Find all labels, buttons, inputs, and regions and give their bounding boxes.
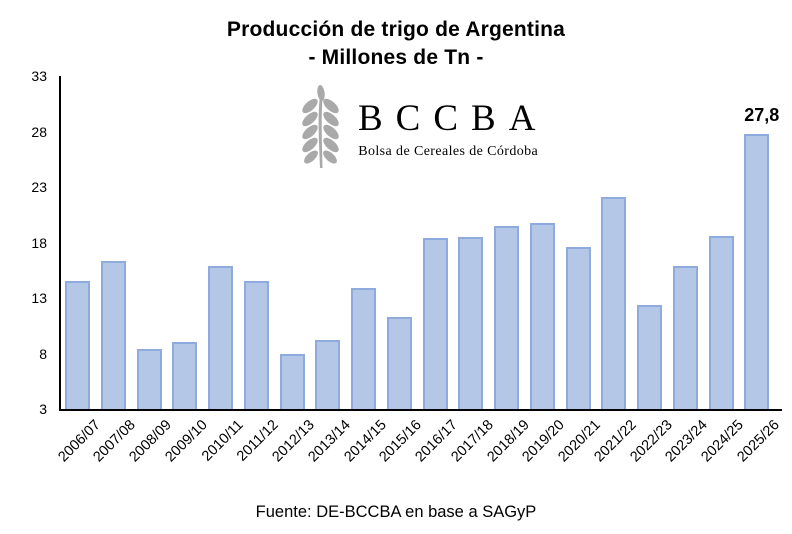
y-axis: 3 8 13 18 23 28 33 xyxy=(0,68,54,417)
watermark-org-name: Bolsa de Cereales de Córdoba xyxy=(358,144,539,159)
source-note: Fuente: DE-BCCBA en base a SAGyP xyxy=(255,503,537,521)
watermark-acronym: BCCBA xyxy=(358,98,549,139)
bccba-watermark: BCCBA Bolsa de Cereales de Córdoba xyxy=(296,84,548,170)
bar-2022-23 xyxy=(637,304,662,409)
bar-2021-22 xyxy=(601,197,627,409)
bar-2025-26 xyxy=(744,133,770,409)
plot-area: 27,8 xyxy=(59,76,782,411)
y-axis-tick-label: 28 xyxy=(31,123,47,140)
y-axis-tick-label: 18 xyxy=(31,234,47,251)
bar-2015-16 xyxy=(386,316,412,409)
bar-2020-21 xyxy=(565,246,591,409)
bar-2006-07 xyxy=(65,281,90,409)
bar-2016-17 xyxy=(422,238,448,409)
y-axis-tick-label: 8 xyxy=(39,345,47,362)
bar-2008-09 xyxy=(136,349,162,409)
y-axis-tick-label: 23 xyxy=(31,179,47,195)
bar-2024-25 xyxy=(708,235,734,409)
y-axis-tick-label: 3 xyxy=(39,401,47,417)
chart-subtitle: - Millones de Tn - xyxy=(308,46,484,69)
watermark-text: BCCBA Bolsa de Cereales de Córdoba xyxy=(348,100,548,160)
x-axis: 2006/07 2007/08 2008/09 2009/10 2010/11 2011/… xyxy=(55,413,783,498)
bar-2017-18 xyxy=(458,236,484,409)
bar-data-label: 27,8 xyxy=(744,104,780,125)
bar-2018-19 xyxy=(494,225,519,409)
bar-2013-14 xyxy=(315,340,341,409)
y-axis-tick-label: 33 xyxy=(31,68,47,84)
bar-2007-08 xyxy=(100,261,126,409)
bar-2019-20 xyxy=(529,222,555,409)
chart-title: Producción de trigo de Argentina xyxy=(226,18,566,41)
bar-2014-15 xyxy=(351,288,376,409)
y-axis-tick-label: 13 xyxy=(31,290,47,306)
bar-2011-12 xyxy=(243,281,269,409)
bar-2023-24 xyxy=(672,265,698,409)
wheat-spike-icon xyxy=(302,85,339,168)
bar-2009-10 xyxy=(172,342,198,409)
bar-2012-13 xyxy=(279,353,305,409)
bar-2010-11 xyxy=(208,265,233,409)
